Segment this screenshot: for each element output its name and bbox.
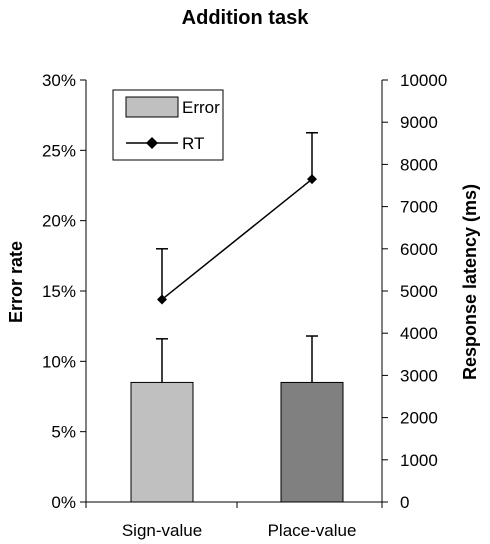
rt-point bbox=[157, 294, 167, 305]
y-right-tick-label: 7000 bbox=[400, 198, 438, 217]
legend-error-label: Error bbox=[182, 98, 220, 117]
y-right-tick-label: 3000 bbox=[400, 366, 438, 385]
y-left-tick-label: 30% bbox=[42, 71, 76, 90]
y-right-tick-label: 6000 bbox=[400, 240, 438, 259]
y-left-tick-label: 20% bbox=[42, 212, 76, 231]
y-right-tick-label: 2000 bbox=[400, 409, 438, 428]
y-left-tick-label: 5% bbox=[51, 423, 76, 442]
legend-rt-label: RT bbox=[182, 134, 204, 153]
legend-rt-marker bbox=[146, 137, 158, 149]
x-category-label: Sign-value bbox=[122, 521, 202, 540]
y-right-axis-title: Response latency (ms) bbox=[460, 184, 480, 380]
legend-error-swatch bbox=[125, 96, 179, 118]
legend: Error RT bbox=[112, 89, 224, 161]
error-bar bbox=[280, 381, 344, 503]
y-left-axis-title: Error rate bbox=[6, 241, 26, 323]
x-category-label: Place-value bbox=[268, 521, 357, 540]
y-right-tick-label: 1000 bbox=[400, 451, 438, 470]
y-right-tick-label: 4000 bbox=[400, 324, 438, 343]
y-right-tick-label: 8000 bbox=[400, 155, 438, 174]
plot-area: 0% 5% 10% 15% 20% 25% 30% 0 1000 2000 3000 4000 5000… bbox=[42, 71, 447, 540]
y-right-tick-label: 10000 bbox=[400, 71, 447, 90]
chart-title: Addition task bbox=[182, 7, 310, 29]
y-right-tick-label: 9000 bbox=[400, 113, 438, 132]
rt-point bbox=[307, 174, 317, 185]
y-left-tick-label: 10% bbox=[42, 352, 76, 371]
y-left-tick-label: 0% bbox=[51, 493, 76, 512]
y-right-tick-label: 5000 bbox=[400, 282, 438, 301]
error-bar bbox=[130, 381, 194, 503]
y-left-tick-label: 25% bbox=[42, 141, 76, 160]
y-right-tick-label: 0 bbox=[400, 493, 409, 512]
y-left-tick-label: 15% bbox=[42, 282, 76, 301]
rt-line bbox=[161, 178, 313, 301]
